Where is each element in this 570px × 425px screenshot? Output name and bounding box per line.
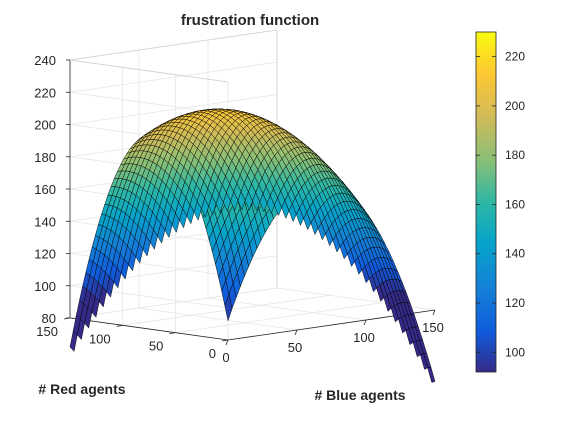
colorbar-tick-label: 140 (505, 247, 525, 261)
surface-patch (70, 331, 77, 352)
y-tick-label: 150 (36, 324, 58, 339)
z-tick-label: 120 (34, 247, 56, 262)
y-tick-label: 0 (209, 346, 216, 361)
colorbar: 100 120 140 160 180 200 220 (476, 32, 525, 372)
y-tick-label: 50 (149, 339, 163, 354)
colorbar-gradient (476, 32, 496, 372)
x-tick-mark (364, 320, 366, 325)
y-tick-mark (222, 340, 228, 341)
z-tick-label: 220 (34, 85, 56, 100)
colorbar-tick-label: 100 (505, 345, 525, 359)
x-tick-label: 0 (222, 350, 229, 365)
x-tick-mark (433, 310, 435, 315)
z-tick-label: 240 (34, 53, 56, 68)
z-tick-label: 180 (34, 150, 56, 165)
surface-mesh (70, 109, 435, 383)
y-tick-mark (117, 325, 123, 326)
x-tick-label: 50 (288, 340, 302, 355)
box-edge (70, 60, 228, 82)
z-tick-label: 80 (42, 311, 56, 326)
x-tick-mark (295, 330, 297, 335)
colorbar-tick-label: 200 (505, 99, 525, 113)
colorbar-tick-label: 220 (505, 50, 525, 64)
chart-title: frustration function (181, 12, 319, 29)
colorbar-tick-label: 180 (505, 148, 525, 162)
grid-line (70, 62, 277, 92)
surface-patch (428, 367, 435, 383)
x-tick-label: 150 (422, 320, 444, 335)
z-tick-label: 200 (34, 118, 56, 133)
y-axis-label: # Red agents (38, 381, 125, 397)
box-edge (70, 30, 277, 60)
y-tick-label: 100 (89, 331, 111, 346)
y-tick-mark (169, 333, 175, 334)
z-tick-label: 140 (34, 214, 56, 229)
colorbar-tick-label: 160 (505, 197, 525, 211)
colorbar-tick-label: 120 (505, 296, 525, 310)
x-axis-label: # Blue agents (314, 387, 405, 403)
x-tick-mark (226, 340, 228, 345)
z-tick-label: 100 (34, 279, 56, 294)
z-tick-label: 160 (34, 182, 56, 197)
x-tick-label: 100 (353, 330, 375, 345)
